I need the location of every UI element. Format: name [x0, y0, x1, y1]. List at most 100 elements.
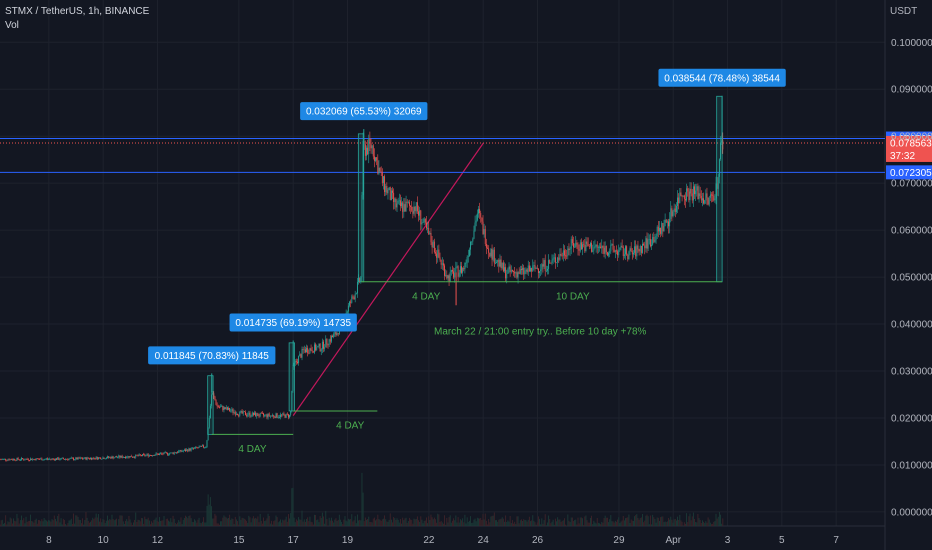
volume-bar — [19, 520, 21, 526]
candle-body — [198, 446, 200, 448]
volume-bar — [21, 515, 22, 526]
candle-body — [54, 458, 56, 461]
candle-body — [126, 457, 128, 459]
volume-bar — [444, 515, 445, 526]
volume-bar — [101, 522, 103, 526]
candle-body — [16, 458, 18, 461]
candle-body — [651, 244, 652, 247]
volume-bar — [215, 515, 217, 526]
volume-bar — [257, 516, 259, 526]
volume-bar — [523, 519, 525, 526]
volume-bar — [42, 521, 44, 526]
volume-bar — [645, 515, 647, 526]
y-tick-label: 0.060000 — [891, 226, 932, 237]
volume-bar — [407, 521, 409, 526]
volume-bar — [463, 522, 465, 526]
volume-bar — [332, 520, 334, 526]
volume-bar — [204, 522, 206, 526]
candle-body — [586, 241, 588, 244]
volume-bar — [402, 517, 404, 526]
candle-body — [50, 458, 52, 460]
candle-body — [95, 457, 97, 459]
volume-bar — [178, 520, 180, 526]
volume-bar — [484, 513, 486, 526]
volume-bar — [264, 521, 266, 526]
volume-bar — [199, 522, 201, 526]
volume-bar — [11, 523, 13, 526]
currency-label[interactable]: USDT — [890, 6, 918, 17]
candle-body — [117, 457, 119, 459]
candle-body — [388, 187, 390, 191]
candle-body — [9, 459, 11, 461]
candle-body — [302, 349, 304, 351]
candle-body — [414, 206, 416, 212]
volume-bar — [77, 516, 79, 526]
candle-body — [24, 459, 26, 461]
volume-bar — [695, 521, 697, 526]
volume-bar — [544, 514, 546, 526]
volume-bar — [459, 519, 461, 526]
candle-body — [536, 268, 538, 269]
volume-bar — [344, 516, 346, 526]
volume-bar — [168, 520, 169, 526]
volume-bar — [320, 517, 322, 526]
volume-bar — [281, 522, 283, 526]
volume-bar — [140, 517, 142, 526]
candle-body — [19, 459, 21, 461]
candle-body — [371, 145, 373, 149]
candle-body — [638, 249, 640, 252]
candle-body — [366, 147, 367, 156]
candle-body — [196, 446, 198, 448]
candle-body — [716, 183, 718, 189]
volume-bar — [302, 521, 304, 526]
candle-body — [407, 202, 409, 204]
volume-bar — [39, 520, 41, 526]
candle-body — [654, 240, 656, 242]
volume-bar — [536, 522, 538, 526]
volume-bar — [643, 522, 645, 526]
candle-body — [411, 206, 413, 211]
volume-bar — [265, 520, 267, 526]
candle-body — [317, 346, 319, 348]
volume-bar — [237, 521, 238, 526]
candle-body — [333, 334, 335, 338]
volume-bar — [121, 515, 123, 526]
volume-bar — [660, 517, 662, 526]
candle-body — [416, 202, 418, 212]
candle-body — [276, 413, 278, 418]
volume-bar — [183, 518, 185, 526]
candle-body — [487, 247, 488, 249]
volume-bar — [202, 521, 203, 526]
candle-body — [298, 356, 300, 363]
candle-body — [389, 187, 391, 200]
candle-body — [509, 266, 511, 272]
volume-bar — [87, 520, 89, 526]
candle-body — [195, 446, 197, 448]
volume-bar — [720, 514, 721, 526]
candle-body — [116, 456, 117, 458]
countdown-label: 37:32 — [890, 151, 915, 162]
candle-body — [442, 263, 444, 266]
candle-body — [395, 198, 397, 208]
candle-body — [696, 186, 698, 191]
volume-bar — [541, 518, 543, 526]
candle-body — [315, 344, 317, 351]
volume-bar — [248, 515, 250, 526]
candle-body — [188, 448, 190, 452]
candle-body — [67, 459, 69, 460]
trend-line[interactable] — [292, 142, 484, 416]
candle-body — [17, 458, 19, 460]
candle-body — [208, 417, 210, 428]
range-lines[interactable]: 4 DAY 4 DAY 4 DAY 10 DAY March 22 / 21:00 en… — [207, 95, 723, 455]
volume-bar — [649, 515, 651, 526]
candle-body — [704, 200, 706, 204]
candle-body — [263, 413, 265, 416]
candle-body — [516, 272, 518, 278]
candle-body — [592, 250, 594, 252]
candle-body — [254, 412, 255, 415]
candle-body — [129, 456, 131, 458]
volume-bar — [515, 523, 517, 526]
candle-body — [601, 245, 603, 249]
